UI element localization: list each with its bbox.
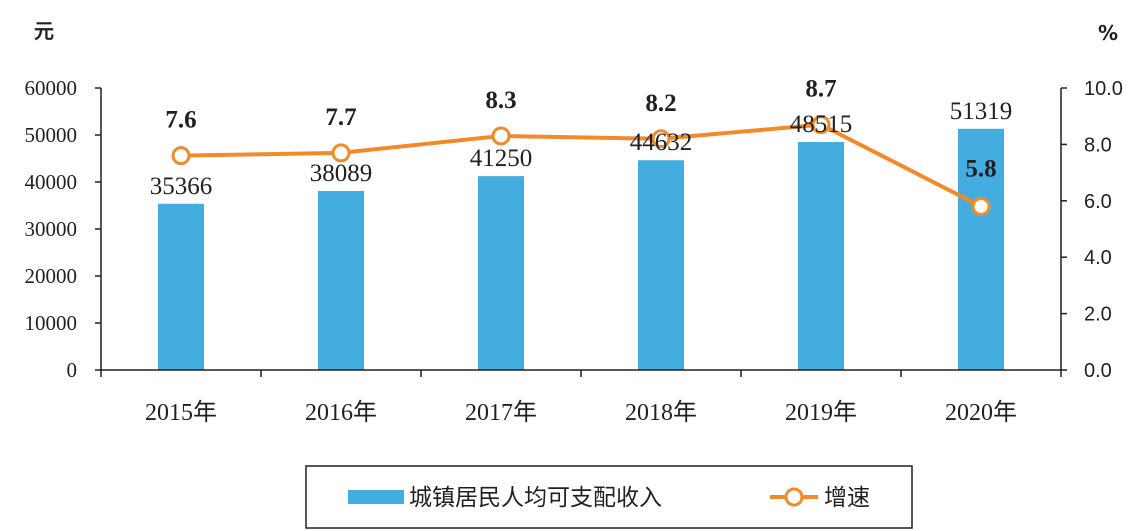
bar-value-label: 51319 (950, 98, 1013, 125)
right-axis-tick-label: 4.0 (1084, 247, 1112, 269)
legend-line-marker (784, 487, 804, 507)
growth-point (491, 126, 511, 146)
growth-point (651, 129, 671, 149)
x-axis-tick-label: 2019年 (785, 399, 857, 426)
growth-value-label: 7.6 (165, 107, 196, 134)
left-axis-tick-label: 40000 (25, 170, 78, 194)
bar (478, 176, 524, 370)
bars-layer (158, 128, 1004, 370)
right-axis-tick-label: 0.0 (1084, 360, 1112, 382)
left-axis-tick-label: 0 (67, 358, 78, 382)
line-layer (171, 115, 991, 216)
growth-line (180, 122, 982, 209)
left-axis-tick-label: 20000 (25, 264, 78, 288)
axes-layer: 0 10000 20000 30000 40000 50000 60000 0.0 2.0 4.0… (25, 76, 1123, 426)
growth-value-label: 7.7 (325, 104, 356, 131)
right-axis-tick-label: 2.0 (1084, 304, 1112, 326)
right-axis-unit-label: % (1098, 21, 1118, 45)
legend-bar-label: 城镇居民人均可支配收入 (409, 485, 662, 511)
left-axis-tick-label: 30000 (25, 217, 78, 241)
left-axis-tick-label: 10000 (25, 311, 78, 335)
growth-point (331, 143, 351, 163)
growth-point (811, 115, 831, 135)
bar-value-label: 35366 (150, 173, 213, 200)
x-axis-tick-label: 2020年 (945, 399, 1017, 426)
bar (318, 190, 364, 370)
growth-value-label: 5.8 (965, 155, 996, 182)
left-axis-tick-label: 60000 (25, 76, 78, 100)
right-axis-tick-label: 10.0 (1084, 78, 1123, 100)
right-axis-tick-label: 6.0 (1084, 191, 1112, 213)
right-axis-tick-label: 8.0 (1084, 134, 1112, 156)
bar (158, 203, 204, 370)
x-axis-tick-label: 2017年 (465, 399, 537, 426)
bar-value-label: 44632 (630, 129, 693, 156)
bar (638, 160, 684, 370)
bar (798, 141, 844, 370)
growth-point (971, 196, 991, 216)
left-axis-unit-label: 元 (34, 19, 54, 43)
growth-point (171, 146, 191, 166)
legend-line-label: 增速 (824, 485, 870, 511)
bar (958, 128, 1004, 370)
legend: 城镇居民人均可支配收入 增速 (305, 465, 913, 529)
bar-value-label: 48515 (790, 111, 853, 138)
x-axis-tick-label: 2016年 (305, 399, 377, 426)
growth-value-label: 8.3 (485, 87, 516, 114)
x-axis-tick-label: 2015年 (145, 399, 217, 426)
bar-value-label: 41250 (470, 145, 533, 172)
growth-value-label: 8.2 (645, 90, 676, 117)
legend-bar-swatch (348, 490, 404, 504)
x-axis-tick-label: 2018年 (625, 399, 697, 426)
labels-layer: 35366 38089 41250 44632 48515 51319 7.6 7.7 8.3 8… (150, 76, 1013, 200)
growth-value-label: 8.7 (805, 76, 836, 103)
left-axis-tick-label: 50000 (25, 123, 78, 147)
bar-value-label: 38089 (310, 160, 373, 187)
